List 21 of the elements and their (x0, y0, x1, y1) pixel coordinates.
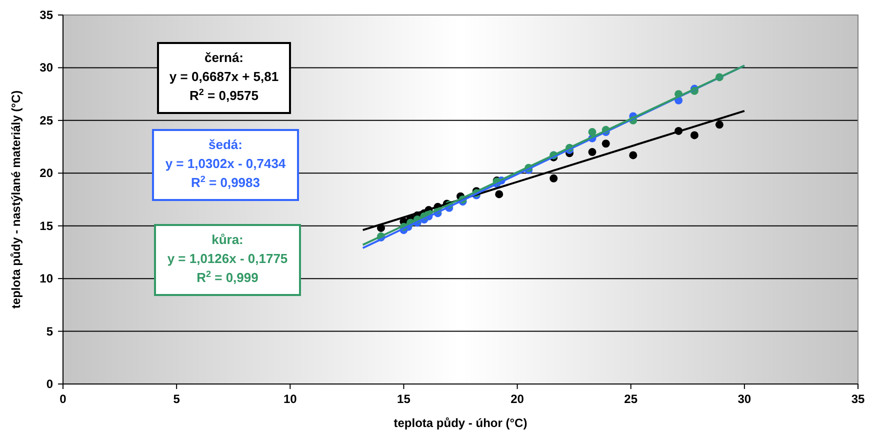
y-tick-label: 30 (40, 60, 54, 75)
y-tick-label: 10 (40, 272, 54, 286)
x-tick-label: 15 (397, 392, 411, 406)
y-tick-label: 20 (40, 166, 54, 180)
annotation: šedá: y = 1,0302x - 0,7434 R$^{2}$ = 0,9983 (165, 137, 286, 190)
x-tick-label: 30 (738, 392, 752, 406)
x-tick-label: 35 (851, 392, 865, 406)
x-tick-label: 0 (60, 392, 67, 406)
y-tick-label: 0 (46, 377, 54, 391)
y-tick-label: 15 (40, 218, 54, 233)
x-tick-label: 25 (624, 392, 638, 406)
y-axis-title: teplota půdy - nastýlané materiály (°C) (9, 90, 23, 309)
x-axis-title: teplota půdy - úhor (°C) (394, 416, 528, 430)
annotation: kůra: y = 1,0126x - 0,1775 R$^{2}$ = 0,999 (167, 232, 288, 285)
x-tick-label: 5 (173, 392, 180, 406)
x-tick-label: 10 (283, 392, 298, 406)
y-tick-label: 5 (46, 324, 54, 338)
y-tick-label: 35 (40, 8, 54, 22)
annotation: černá: y = 0,6687x + 5,81 R$^{2}$ = 0,9575 (169, 50, 279, 103)
y-tick-label: 25 (40, 113, 54, 128)
x-tick-label: 20 (510, 392, 524, 406)
